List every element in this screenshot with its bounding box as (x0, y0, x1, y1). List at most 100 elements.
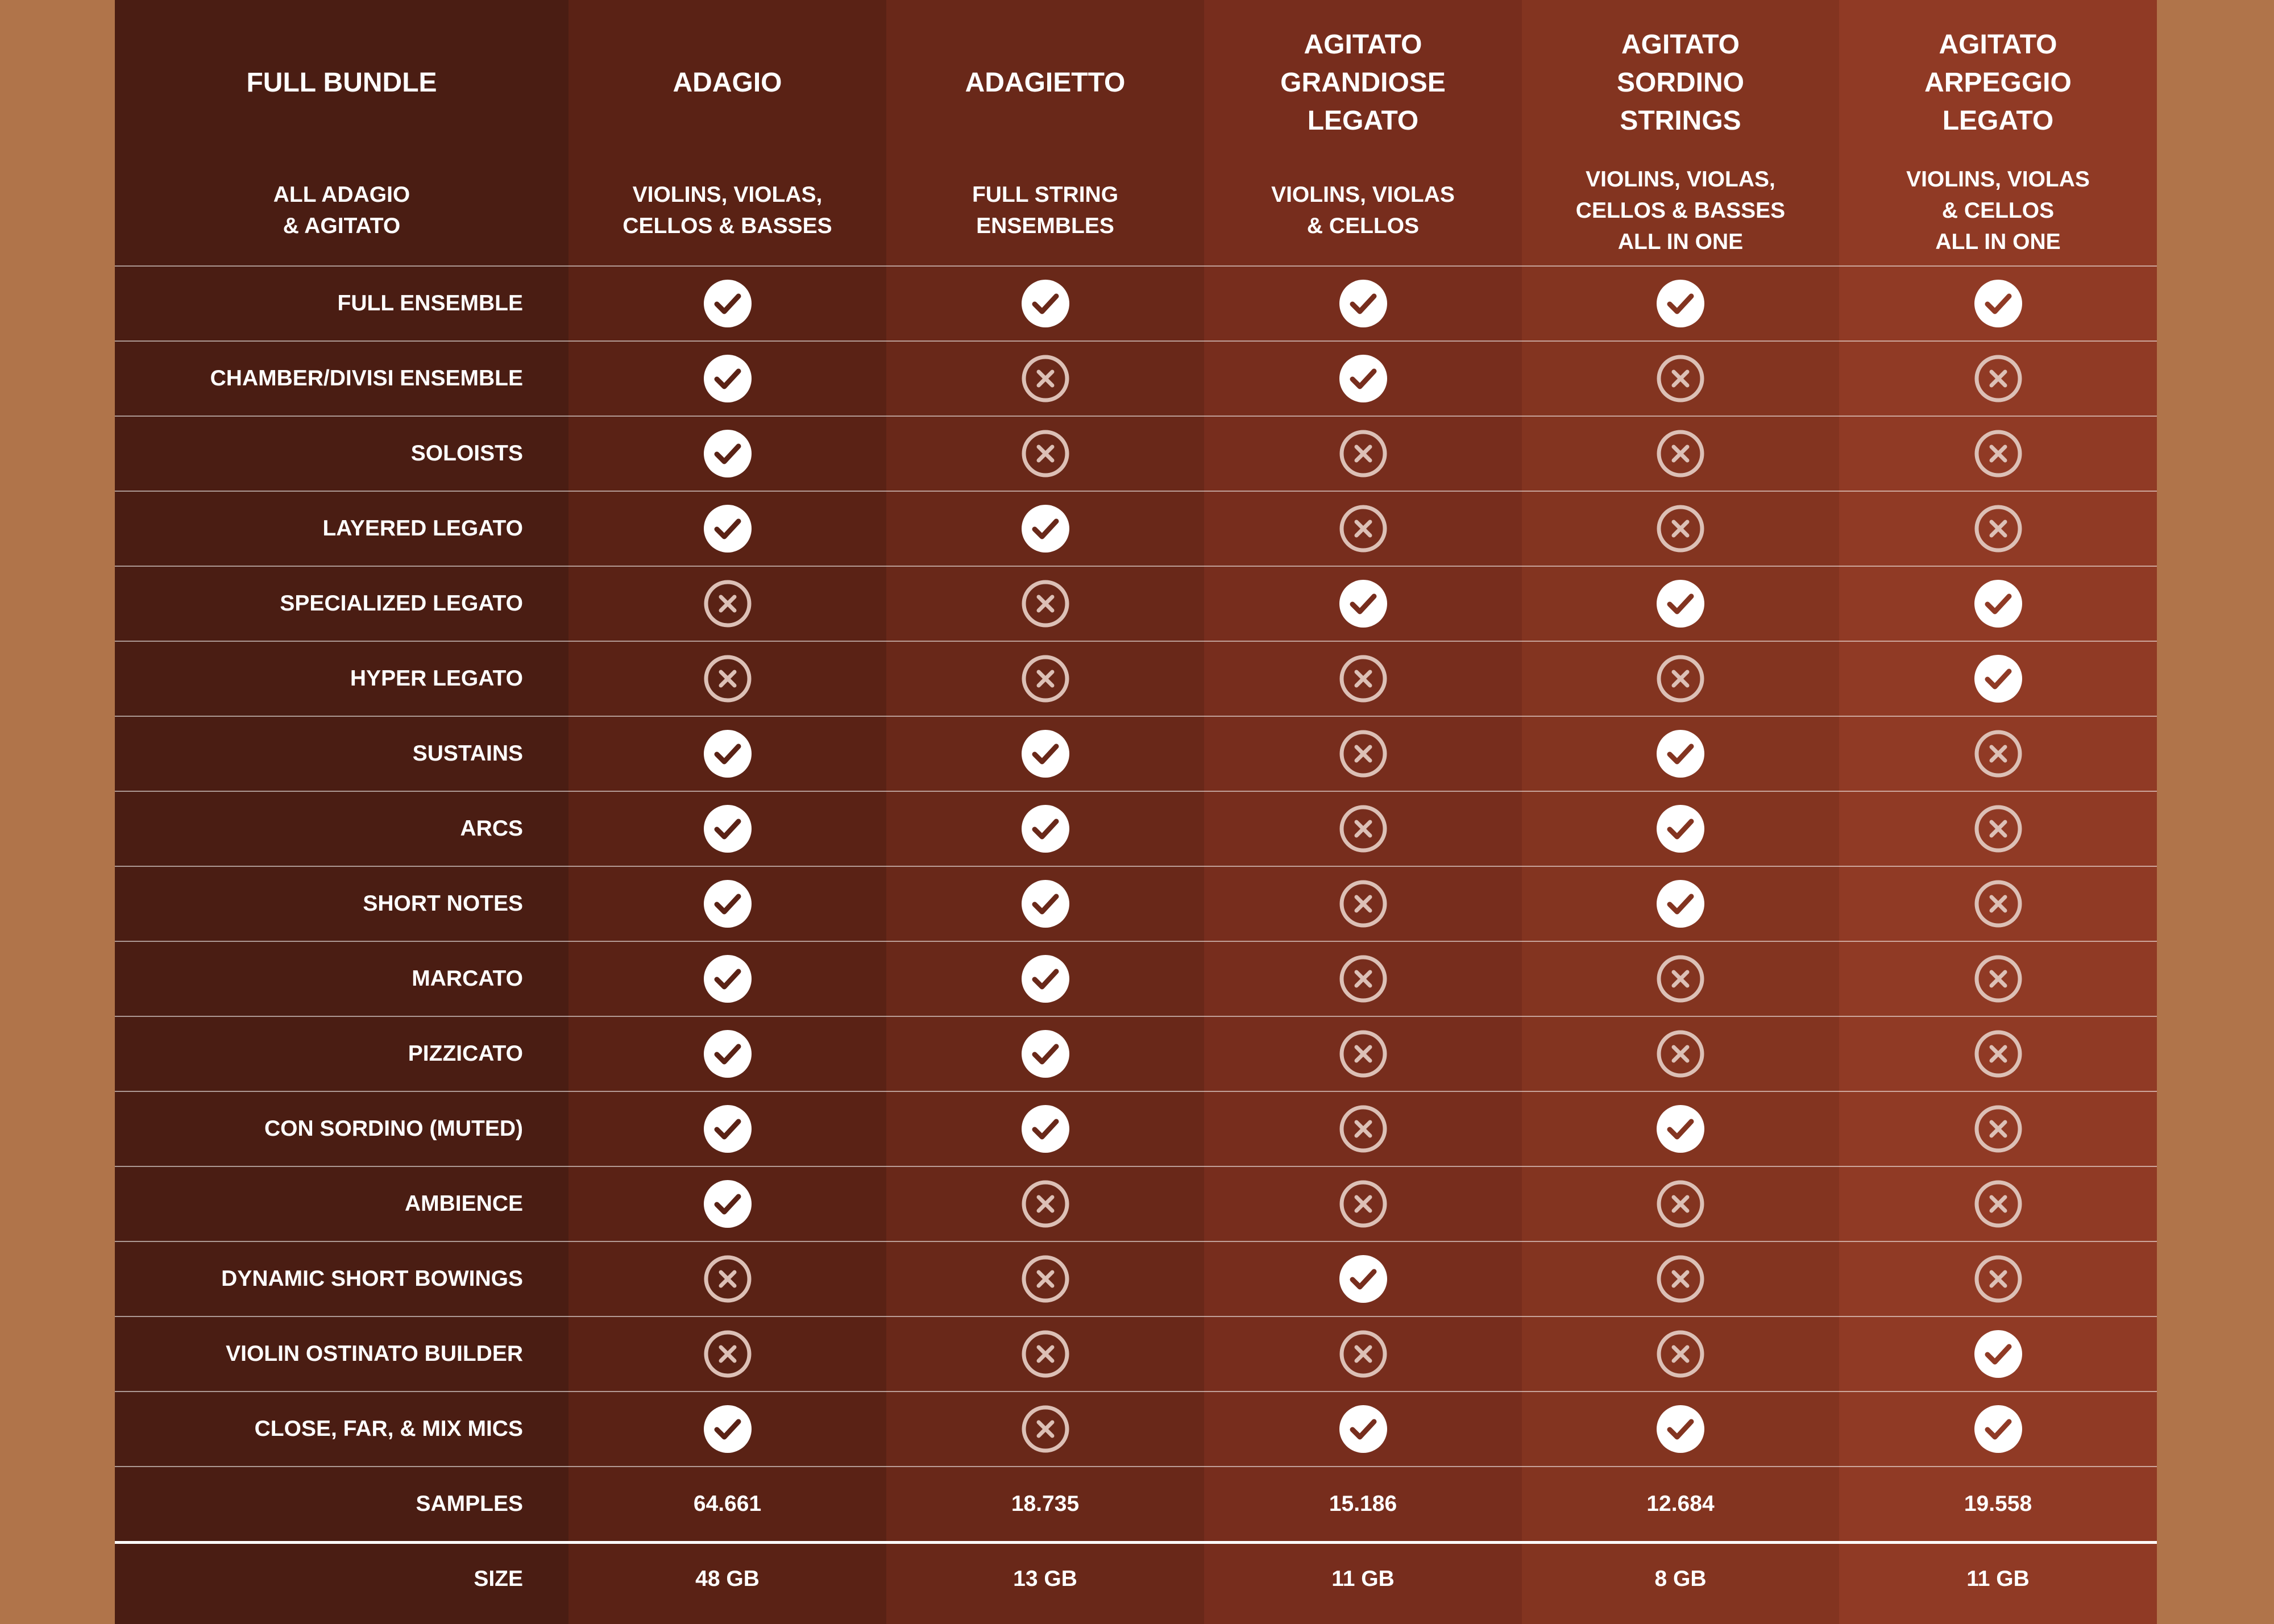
feature-excluded-cell (886, 341, 1204, 416)
feature-excluded-cell (1204, 791, 1522, 866)
stat-value: 8 GB (1654, 1567, 1707, 1591)
check-icon (1655, 1404, 1706, 1454)
feature-excluded-cell (886, 1166, 1204, 1241)
feature-included-cell (886, 266, 1204, 341)
column-subtitle: VIOLINS, VIOLAS, CELLOS & BASSES ALL IN … (1575, 167, 1786, 254)
stat-value: 11 GB (1966, 1567, 2030, 1591)
check-icon (1973, 279, 2023, 329)
feature-included-cell (886, 491, 1204, 566)
cross-icon (1655, 1254, 1706, 1304)
column-subtitle: VIOLINS, VIOLAS & CELLOS ALL IN ONE (1906, 167, 2090, 254)
cross-icon (1973, 879, 2023, 929)
cross-icon (1338, 504, 1388, 554)
cross-icon (1338, 1329, 1388, 1379)
feature-excluded-cell (886, 566, 1204, 641)
row-divider (115, 566, 2157, 567)
cross-icon (1020, 1329, 1070, 1379)
feature-excluded-cell (1839, 941, 2157, 1016)
check-icon (703, 1029, 753, 1079)
feature-excluded-cell (1522, 1016, 1839, 1091)
feature-included-cell (886, 1091, 1204, 1166)
feature-included-cell (568, 491, 886, 566)
feature-excluded-cell (1839, 491, 2157, 566)
cross-icon (1655, 1179, 1706, 1229)
feature-included-cell (1204, 1392, 1522, 1467)
check-icon (1655, 1104, 1706, 1154)
check-icon (1020, 1104, 1070, 1154)
feature-label: ARCS (460, 816, 523, 841)
feature-included-cell (1839, 266, 2157, 341)
feature-excluded-cell (568, 641, 886, 716)
feature-excluded-cell (1839, 1016, 2157, 1091)
feature-included-cell (1522, 1091, 1839, 1166)
column-subtitle: VIOLINS, VIOLAS & CELLOS (1271, 182, 1455, 238)
product-column: AGITATO SORDINO STRINGS VIOLINS, VIOLAS, … (1522, 0, 1839, 1624)
cross-icon (703, 1254, 753, 1304)
row-divider (115, 491, 2157, 492)
cross-icon (1338, 954, 1388, 1004)
stat-label: SAMPLES (416, 1492, 523, 1516)
cross-icon (1655, 954, 1706, 1004)
check-icon (1973, 579, 2023, 629)
column-title: ADAGIO (673, 67, 782, 98)
feature-excluded-cell (1839, 1241, 2157, 1316)
column-title: AGITATO SORDINO STRINGS (1616, 29, 1744, 136)
feature-excluded-cell (886, 1392, 1204, 1467)
cross-icon (1338, 1029, 1388, 1079)
feature-included-cell (568, 1016, 886, 1091)
check-icon (703, 804, 753, 854)
feature-included-cell (568, 791, 886, 866)
cross-icon (1020, 354, 1070, 404)
stat-value: 13 GB (1013, 1567, 1077, 1591)
feature-included-cell (1204, 341, 1522, 416)
feature-label: FULL ENSEMBLE (337, 291, 523, 315)
feature-excluded-cell (1839, 1091, 2157, 1166)
feature-excluded-cell (1204, 941, 1522, 1016)
feature-excluded-cell (568, 1241, 886, 1316)
cross-icon (1973, 804, 2023, 854)
check-icon (1655, 579, 1706, 629)
column-title: ADAGIETTO (965, 67, 1126, 98)
cross-icon (1973, 354, 2023, 404)
stat-value: 48 GB (695, 1567, 760, 1591)
stat-value: 11 GB (1331, 1567, 1395, 1591)
check-icon (1338, 354, 1388, 404)
check-icon (1338, 279, 1388, 329)
cross-icon (1338, 804, 1388, 854)
stat-value: 12.684 (1646, 1492, 1715, 1516)
check-icon (703, 954, 753, 1004)
feature-excluded-cell (1522, 1166, 1839, 1241)
cross-icon (1655, 504, 1706, 554)
cross-icon (1338, 879, 1388, 929)
feature-included-cell (886, 941, 1204, 1016)
check-icon (1020, 954, 1070, 1004)
feature-included-cell (1522, 566, 1839, 641)
feature-excluded-cell (1204, 491, 1522, 566)
cross-icon (1973, 1254, 2023, 1304)
feature-included-cell (1839, 1316, 2157, 1392)
column-header: AGITATO GRANDIOSE LEGATO VIOLINS, VIOLAS … (1204, 0, 1522, 266)
feature-included-cell (1522, 266, 1839, 341)
row-divider (115, 941, 2157, 942)
check-icon (1020, 504, 1070, 554)
feature-excluded-cell (1839, 791, 2157, 866)
column-header: ADAGIO VIOLINS, VIOLAS, CELLOS & BASSES (568, 0, 886, 266)
check-icon (703, 429, 753, 479)
cross-icon (1973, 1029, 2023, 1079)
feature-label: CHAMBER/DIVISI ENSEMBLE (210, 366, 523, 391)
cross-icon (1655, 1329, 1706, 1379)
check-icon (703, 879, 753, 929)
check-icon (703, 1104, 753, 1154)
feature-included-cell (568, 341, 886, 416)
feature-excluded-cell (1522, 341, 1839, 416)
feature-label: LAYERED LEGATO (322, 516, 523, 541)
feature-included-cell (1522, 866, 1839, 941)
check-icon (1020, 879, 1070, 929)
feature-label-column: FULL BUNDLE ALL ADAGIO & AGITATO FULL ENSE… (115, 0, 568, 1624)
cross-icon (1973, 504, 2023, 554)
column-title: AGITATO GRANDIOSE LEGATO (1280, 29, 1446, 136)
feature-included-cell (568, 1091, 886, 1166)
check-icon (1020, 804, 1070, 854)
feature-label: CON SORDINO (MUTED) (264, 1116, 523, 1141)
feature-excluded-cell (886, 1241, 1204, 1316)
